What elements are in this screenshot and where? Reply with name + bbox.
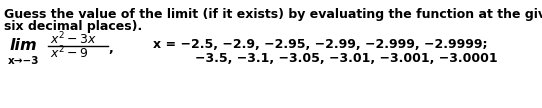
Text: x→−3: x→−3 bbox=[8, 56, 40, 66]
Text: −3.5, −3.1, −3.05, −3.01, −3.001, −3.0001: −3.5, −3.1, −3.05, −3.01, −3.001, −3.000… bbox=[195, 52, 498, 65]
Text: $x^2-9$: $x^2-9$ bbox=[50, 45, 88, 61]
Text: lim: lim bbox=[10, 38, 37, 53]
Text: Guess the value of the limit (if it exists) by evaluating the function at the gi: Guess the value of the limit (if it exis… bbox=[4, 8, 542, 21]
Text: x = −2.5, −2.9, −2.95, −2.99, −2.999, −2.9999;: x = −2.5, −2.9, −2.95, −2.99, −2.999, −2… bbox=[153, 37, 487, 51]
Text: $x^2-3x$: $x^2-3x$ bbox=[50, 31, 97, 47]
Text: six decimal places).: six decimal places). bbox=[4, 20, 142, 33]
Text: ,: , bbox=[108, 41, 113, 55]
